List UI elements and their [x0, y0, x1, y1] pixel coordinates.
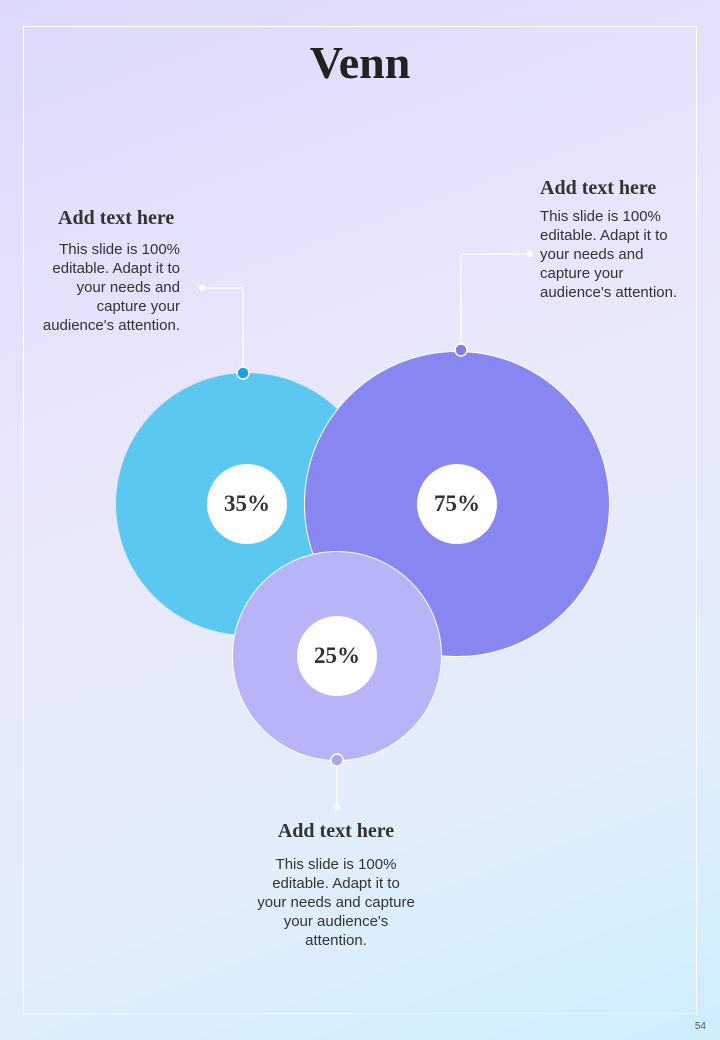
value-label-bottom: 25% — [297, 616, 377, 696]
anchor-dot-left — [236, 366, 250, 380]
value-label-left: 35% — [207, 464, 287, 544]
connector-end-dot-left — [199, 285, 205, 291]
page-number: 54 — [694, 1021, 706, 1032]
callout-bottom-body: This slide is 100% editable. Adapt it to… — [257, 856, 415, 949]
callout-left-heading: Add text here — [58, 207, 175, 229]
anchor-dot-right — [454, 343, 468, 357]
callout-bottom-heading: Add text here — [277, 820, 395, 842]
slide-frame — [23, 26, 697, 1014]
value-label-right: 75% — [417, 464, 497, 544]
callout-right-body: This slide is 100% editable. Adapt it to… — [540, 208, 678, 301]
connector-end-dot-bottom — [334, 804, 340, 810]
venn-circle-right: 75% — [304, 351, 610, 657]
connector-end-dot-right — [527, 251, 533, 257]
venn-circle-bottom: 25% — [232, 551, 442, 761]
callout-left-body: This slide is 100% editable. Adapt it to… — [42, 241, 180, 334]
page-title: Venn — [309, 37, 411, 88]
callout-right-heading: Add text here — [540, 177, 657, 199]
anchor-dot-bottom — [330, 753, 344, 767]
